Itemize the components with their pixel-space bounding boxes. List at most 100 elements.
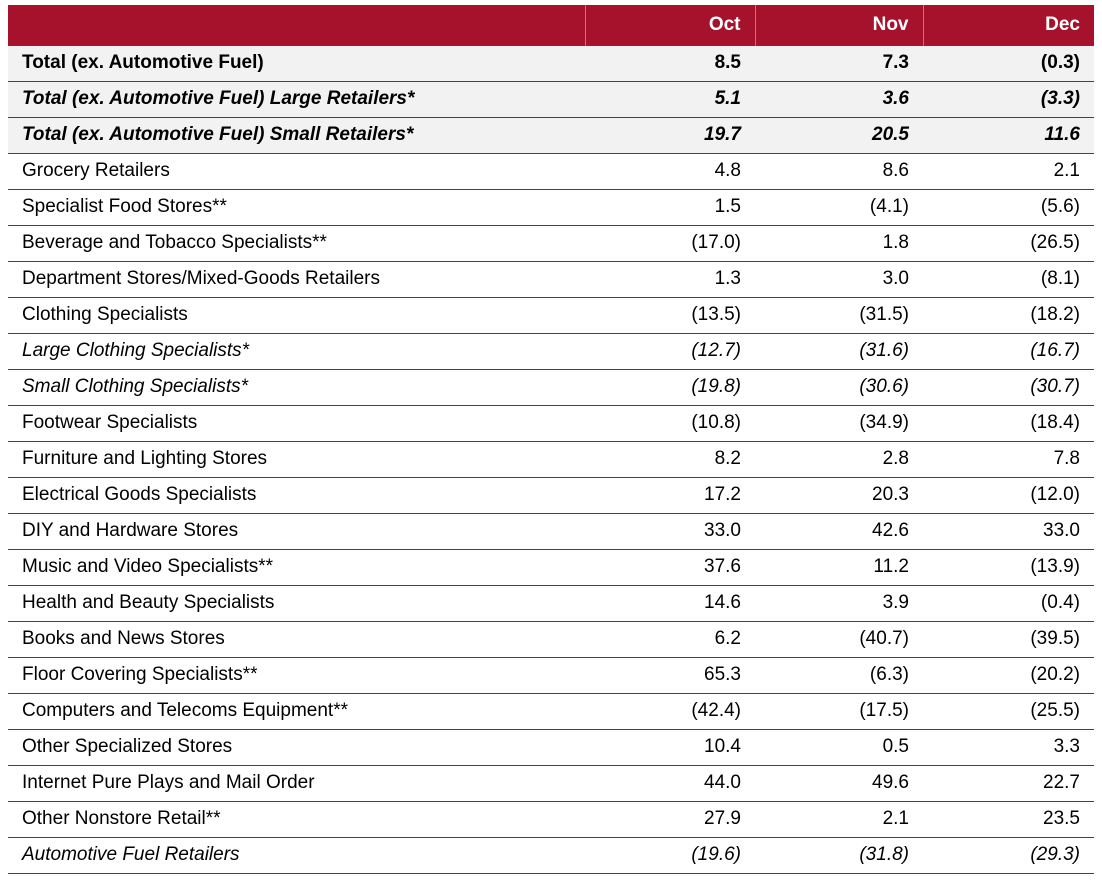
row-label: DIY and Hardware Stores bbox=[22, 520, 239, 541]
cell-value: 33.0 bbox=[1043, 520, 1080, 541]
cell-value: (12.7) bbox=[691, 340, 741, 361]
cell-value: 20.3 bbox=[872, 484, 909, 505]
row-label: Total (ex. Automotive Fuel) Small Retail… bbox=[22, 124, 414, 145]
cell-value: (6.3) bbox=[869, 664, 909, 685]
table-row: Large Clothing Specialists* (12.7) (31.6) (… bbox=[8, 333, 1094, 369]
cell-value: 5.1 bbox=[714, 88, 741, 109]
cell-value: (31.8) bbox=[859, 844, 909, 865]
table-row: Electrical Goods Specialists 17.2 20.3 (12.… bbox=[8, 477, 1094, 513]
row-label: Other Specialized Stores bbox=[22, 736, 233, 757]
cell-value: 65.3 bbox=[704, 664, 741, 685]
cell-value: 8.6 bbox=[882, 160, 909, 181]
table-header: Oct Nov Dec bbox=[8, 5, 1094, 45]
table-row: Internet Pure Plays and Mail Order 44.0 49… bbox=[8, 765, 1094, 801]
row-label: Floor Covering Specialists** bbox=[22, 664, 258, 685]
cell-value: 10.4 bbox=[704, 736, 741, 757]
cell-value: (10.8) bbox=[691, 412, 741, 433]
row-label: Specialist Food Stores** bbox=[22, 196, 227, 217]
cell-value: 2.1 bbox=[882, 808, 909, 829]
cell-value: (12.0) bbox=[1030, 484, 1080, 505]
table-row: Other Specialized Stores 10.4 0.5 3.3 bbox=[8, 729, 1094, 765]
row-label: Health and Beauty Specialists bbox=[22, 592, 275, 613]
cell-value: 3.6 bbox=[882, 88, 909, 109]
cell-value: 3.9 bbox=[882, 592, 909, 613]
cell-value: (16.7) bbox=[1030, 340, 1080, 361]
table-row: DIY and Hardware Stores 33.0 42.6 33.0 bbox=[8, 513, 1094, 549]
table-row: Music and Video Specialists** 37.6 11.2 (13… bbox=[8, 549, 1094, 585]
cell-value: 4.8 bbox=[714, 160, 741, 181]
row-label: Small Clothing Specialists* bbox=[22, 376, 248, 397]
cell-value: (0.3) bbox=[1040, 52, 1080, 73]
table-row: Total (ex. Automotive Fuel) Small Retail… bbox=[8, 117, 1094, 153]
cell-value: 14.6 bbox=[704, 592, 741, 613]
row-label: Other Nonstore Retail** bbox=[22, 808, 221, 829]
cell-value: 49.6 bbox=[872, 772, 909, 793]
cell-value: (18.2) bbox=[1030, 304, 1080, 325]
cell-value: (26.5) bbox=[1030, 232, 1080, 253]
table-row: Total (ex. Automotive Fuel) Large Retail… bbox=[8, 81, 1094, 117]
cell-value: 0.5 bbox=[882, 736, 909, 757]
table-row: Grocery Retailers 4.8 8.6 2.1 bbox=[8, 153, 1094, 189]
cell-value: (3.3) bbox=[1040, 88, 1080, 109]
row-label: Furniture and Lighting Stores bbox=[22, 448, 268, 469]
column-header: Oct bbox=[584, 5, 755, 45]
cell-value: (17.0) bbox=[691, 232, 741, 253]
row-label: Department Stores/Mixed-Goods Retailers bbox=[22, 268, 380, 289]
cell-value: (31.5) bbox=[859, 304, 909, 325]
cell-value: (13.9) bbox=[1030, 556, 1080, 577]
cell-value: (0.4) bbox=[1040, 592, 1080, 613]
table-row: Books and News Stores 6.2 (40.7) (39.5) bbox=[8, 621, 1094, 657]
table-row: Furniture and Lighting Stores 8.2 2.8 7.8 bbox=[8, 441, 1094, 477]
row-label: Total (ex. Automotive Fuel) bbox=[22, 52, 264, 73]
column-header: Dec bbox=[922, 5, 1094, 45]
cell-value: (25.5) bbox=[1030, 700, 1080, 721]
cell-value: 37.6 bbox=[704, 556, 741, 577]
cell-value: (30.7) bbox=[1030, 376, 1080, 397]
cell-value: 3.0 bbox=[882, 268, 909, 289]
data-table: Oct Nov Dec Total (ex. Automotive Fuel) 8.5… bbox=[8, 5, 1094, 874]
table-row: Total (ex. Automotive Fuel) 8.5 7.3 (0.3) bbox=[8, 45, 1094, 81]
row-label: Automotive Fuel Retailers bbox=[22, 844, 240, 865]
table-row: Department Stores/Mixed-Goods Retailers 1… bbox=[8, 261, 1094, 297]
cell-value: (4.1) bbox=[869, 196, 909, 217]
cell-value: (34.9) bbox=[859, 412, 909, 433]
table-row: Footwear Specialists (10.8) (34.9) (18.4) bbox=[8, 405, 1094, 441]
cell-value: 19.7 bbox=[704, 124, 741, 145]
cell-value: 8.5 bbox=[714, 52, 741, 73]
cell-value: 20.5 bbox=[872, 124, 909, 145]
cell-value: 6.2 bbox=[714, 628, 741, 649]
row-label: Electrical Goods Specialists bbox=[22, 484, 257, 505]
cell-value: 23.5 bbox=[1043, 808, 1080, 829]
row-label: Grocery Retailers bbox=[22, 160, 170, 181]
cell-value: (29.3) bbox=[1030, 844, 1080, 865]
row-label: Music and Video Specialists** bbox=[22, 556, 274, 577]
cell-value: 11.2 bbox=[873, 556, 909, 577]
cell-value: 17.2 bbox=[704, 484, 741, 505]
row-label: Internet Pure Plays and Mail Order bbox=[22, 772, 315, 793]
cell-value: (19.8) bbox=[691, 376, 741, 397]
table-row: Other Nonstore Retail** 27.9 2.1 23.5 bbox=[8, 801, 1094, 837]
cell-value: 33.0 bbox=[704, 520, 741, 541]
row-label: Books and News Stores bbox=[22, 628, 225, 649]
row-label: Large Clothing Specialists* bbox=[22, 340, 250, 361]
cell-value: (39.5) bbox=[1030, 628, 1080, 649]
header-row: Oct Nov Dec bbox=[8, 5, 1094, 45]
cell-value: 2.1 bbox=[1053, 160, 1080, 181]
cell-value: (42.4) bbox=[691, 700, 741, 721]
cell-value: (8.1) bbox=[1040, 268, 1080, 289]
cell-value: 27.9 bbox=[704, 808, 741, 829]
cell-value: (19.6) bbox=[691, 844, 741, 865]
row-label: Footwear Specialists bbox=[22, 412, 198, 433]
cell-value: 3.3 bbox=[1053, 736, 1080, 757]
cell-value: 1.3 bbox=[714, 268, 741, 289]
cell-value: 22.7 bbox=[1043, 772, 1080, 793]
table-row: Specialist Food Stores** 1.5 (4.1) (5.6) bbox=[8, 189, 1094, 225]
column-header: Nov bbox=[754, 5, 923, 45]
row-label: Total (ex. Automotive Fuel) Large Retail… bbox=[22, 88, 415, 109]
cell-value: 1.5 bbox=[714, 196, 741, 217]
table-row: Computers and Telecoms Equipment** (42.4)… bbox=[8, 693, 1094, 729]
table-body: Total (ex. Automotive Fuel) 8.5 7.3 (0.3) To… bbox=[8, 45, 1094, 873]
cell-value: (5.6) bbox=[1040, 196, 1080, 217]
table-row: Clothing Specialists (13.5) (31.5) (18.2) bbox=[8, 297, 1094, 333]
